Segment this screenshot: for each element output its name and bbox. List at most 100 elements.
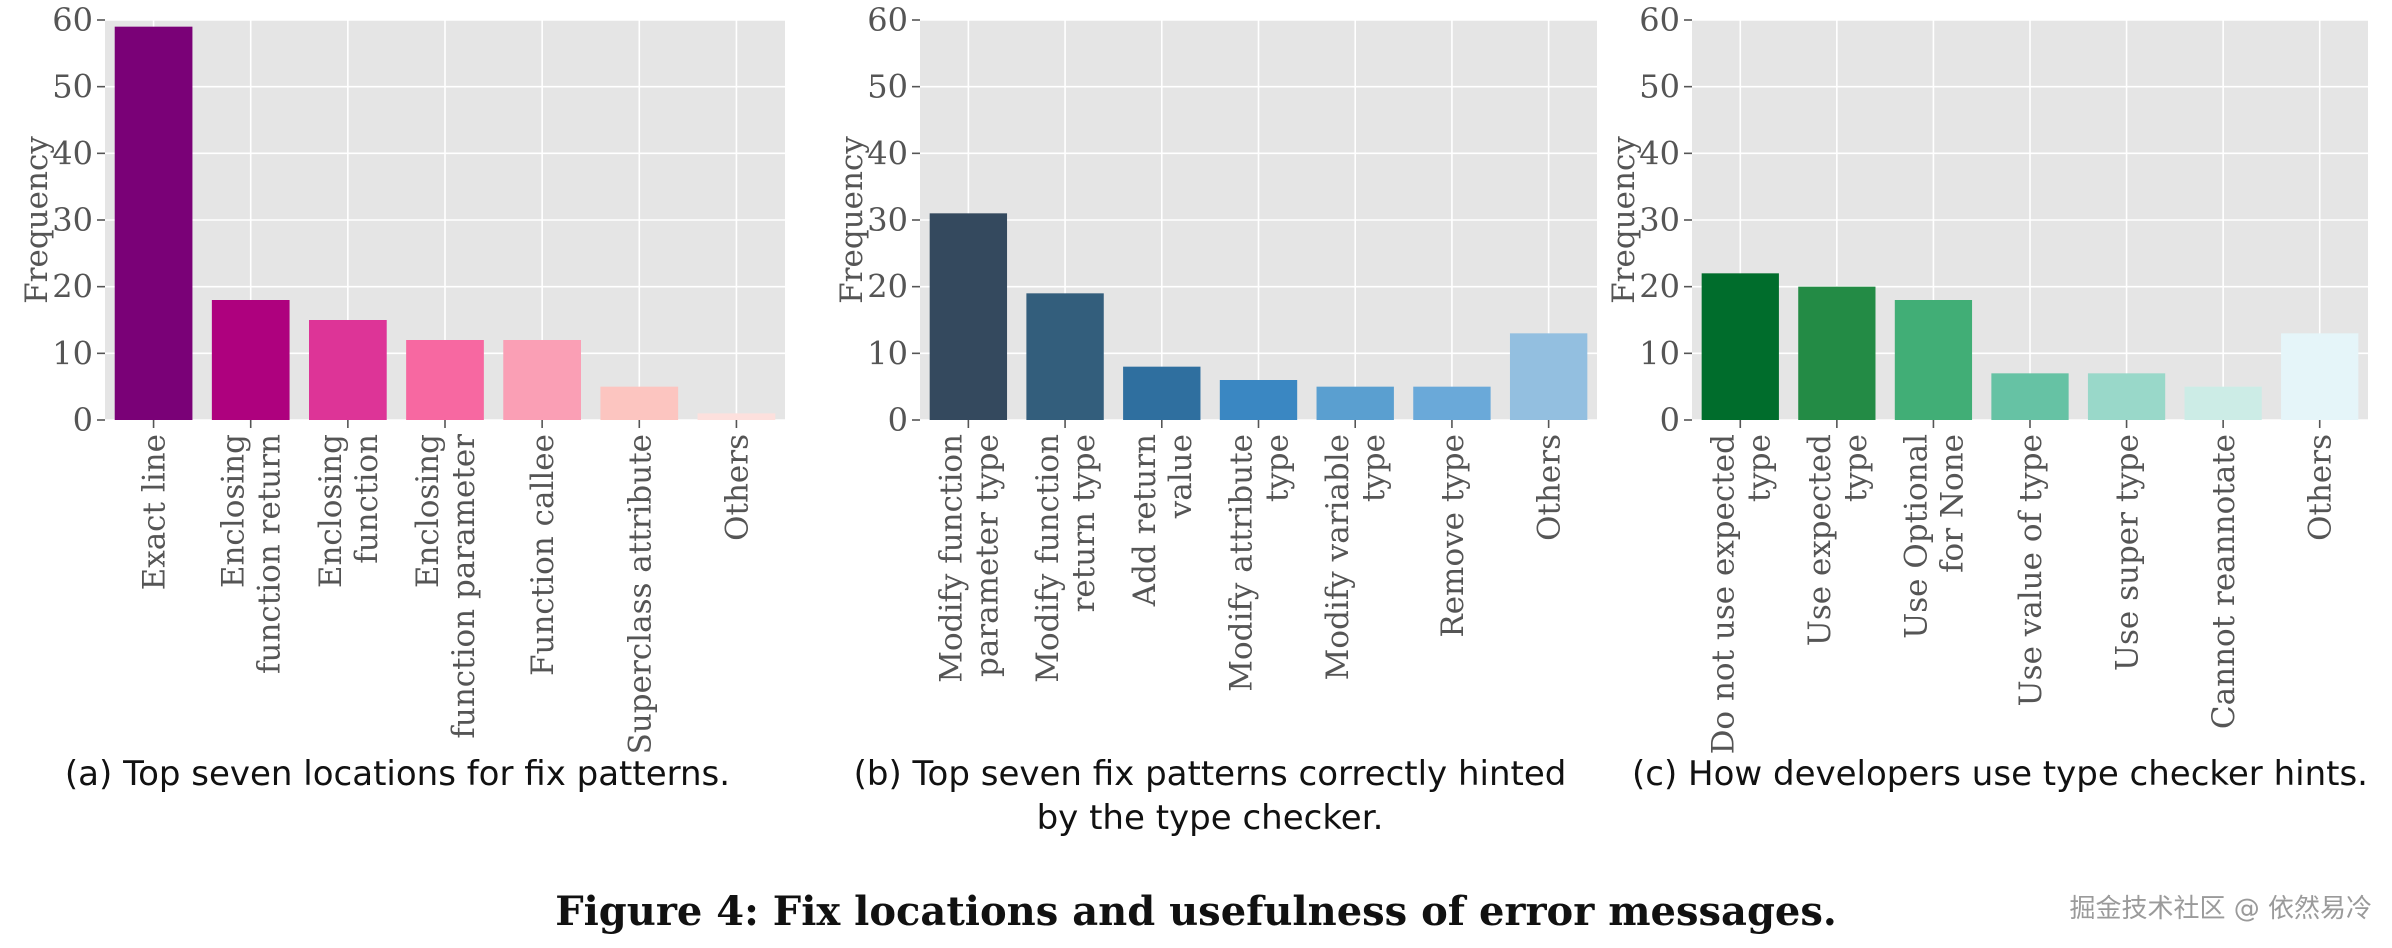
x-tick-label-line: Enclosing	[410, 434, 446, 588]
x-tick-label-line: parameter type	[969, 434, 1005, 677]
x-tick-label: Use value of type	[2013, 434, 2049, 706]
y-tick-label: 30	[867, 201, 908, 239]
x-tick-label: Enclosingfunction parameter	[410, 434, 482, 739]
y-tick-label: 0	[1660, 401, 1680, 439]
x-tick-label-line: Use value of type	[2013, 434, 2049, 706]
y-tick-label: 30	[52, 201, 93, 239]
x-tick-label: Modify functionparameter type	[933, 434, 1005, 683]
x-tick-label: Function callee	[525, 434, 561, 676]
bar	[211, 300, 290, 420]
x-tick-label-line: Modify attribute	[1224, 434, 1260, 692]
x-tick-label-line: Function callee	[525, 434, 561, 676]
bar	[1026, 293, 1104, 420]
bar	[1509, 333, 1588, 420]
x-tick-label-line: return type	[1066, 434, 1102, 612]
bar	[1413, 386, 1491, 420]
chart-c: 0 10 20 30 40 50 60 Frequency Do not use expecte…	[1606, 1, 2368, 754]
y-tick-label: 30	[1639, 201, 1680, 239]
x-tick-label-line: function	[349, 434, 385, 564]
x-tick-label-line: Modify variable	[1320, 434, 1356, 680]
x-tick-label-line: type	[1741, 434, 1777, 502]
y-tick-label: 20	[52, 268, 93, 306]
x-tick-label-line: Use Optional	[1898, 434, 1934, 639]
bar	[1219, 380, 1298, 420]
bar	[1991, 373, 2069, 420]
x-tick-label-line: function parameter	[446, 434, 482, 739]
bar	[697, 413, 776, 420]
bar	[1701, 273, 1779, 420]
x-tick-label-line: value	[1163, 434, 1199, 519]
x-tick-label: Enclosingfunction return	[216, 434, 288, 674]
x-tick-label-line: Do not use expected	[1705, 434, 1741, 754]
x-tick-label-line: type	[1356, 434, 1392, 502]
y-tick-label: 20	[1639, 268, 1680, 306]
bar	[2087, 373, 2166, 420]
bar	[114, 26, 193, 421]
x-tick-label-line: Add return	[1127, 434, 1163, 607]
y-axis-label: Frequency	[834, 136, 870, 304]
caption-b: (b) Top seven fix patterns correctly hin…	[853, 754, 1567, 838]
bar	[503, 340, 581, 420]
x-tick-label: Modify attributetype	[1224, 434, 1296, 692]
y-tick-label: 60	[1639, 1, 1680, 39]
x-tick-label-line: Use expected	[1802, 434, 1838, 646]
x-tick-label-line: type	[1260, 434, 1296, 502]
x-tick-label-line: Modify function	[933, 434, 969, 683]
y-tick-label: 10	[1639, 334, 1680, 372]
x-tick-label: Others	[1532, 434, 1568, 541]
x-tick-label: Add returnvalue	[1127, 434, 1199, 607]
y-tick-label: 40	[1639, 134, 1680, 172]
chart-a: 0 10 20 30 40 50 60 Frequency Exact line Enclosin…	[19, 1, 785, 754]
y-tick-label: 40	[867, 134, 908, 172]
x-tick-label: Others	[2303, 434, 2339, 541]
bar	[1123, 366, 1201, 420]
x-tick-label-line: Exact line	[137, 434, 173, 590]
x-tick-label: Exact line	[137, 434, 173, 590]
y-tick-label: 50	[1639, 68, 1680, 106]
y-axis-label: Frequency	[1606, 136, 1642, 304]
x-tick-label: Superclass attribute	[622, 434, 658, 754]
x-tick-label-line: Cannot reannotate	[2206, 434, 2242, 729]
x-tick-label: Others	[719, 434, 755, 541]
x-tick-label-line: Others	[719, 434, 755, 541]
figure-title: Figure 4: Fix locations and usefulness o…	[555, 888, 1837, 935]
y-tick-label: 50	[52, 68, 93, 106]
x-tick-label-line: function return	[252, 434, 288, 674]
y-tick-label: 40	[52, 134, 93, 172]
x-tick-label-line: Modify function	[1030, 434, 1066, 683]
x-tick-label: Modify functionreturn type	[1030, 434, 1102, 683]
y-tick-label: 50	[867, 68, 908, 106]
bar	[2281, 333, 2359, 420]
x-tick-label-line: Others	[2303, 434, 2339, 541]
x-tick-label: Cannot reannotate	[2206, 434, 2242, 729]
y-tick-label: 60	[52, 1, 93, 39]
x-tick-label-line: Remove type	[1435, 434, 1471, 638]
bar	[1894, 300, 1973, 420]
x-tick-label-line: for None	[1934, 434, 1970, 573]
y-tick-label: 0	[888, 401, 908, 439]
x-tick-label-line: Superclass attribute	[622, 434, 658, 754]
x-tick-label: Use super type	[2110, 434, 2146, 671]
watermark: 掘金技术社区 @ 依然易冷	[2069, 894, 2372, 924]
bar	[309, 320, 387, 420]
x-tick-label-line: Enclosing	[313, 434, 349, 588]
y-axis-label: Frequency	[19, 136, 55, 304]
bar	[2184, 386, 2262, 420]
y-tick-label: 10	[867, 334, 908, 372]
bar	[406, 340, 484, 420]
y-tick-label: 20	[867, 268, 908, 306]
y-tick-label: 60	[867, 1, 908, 39]
x-tick-label: Use expectedtype	[1802, 434, 1874, 646]
x-tick-label-line: Enclosing	[216, 434, 252, 588]
y-tick-label: 10	[52, 334, 93, 372]
x-tick-label-line: Others	[1532, 434, 1568, 541]
bar	[929, 213, 1008, 420]
bar	[600, 386, 679, 420]
bar	[1798, 286, 1876, 420]
x-tick-label: Modify variabletype	[1320, 434, 1392, 680]
caption-a: (a) Top seven locations for fix patterns…	[64, 754, 731, 794]
y-tick-label: 0	[73, 401, 93, 439]
